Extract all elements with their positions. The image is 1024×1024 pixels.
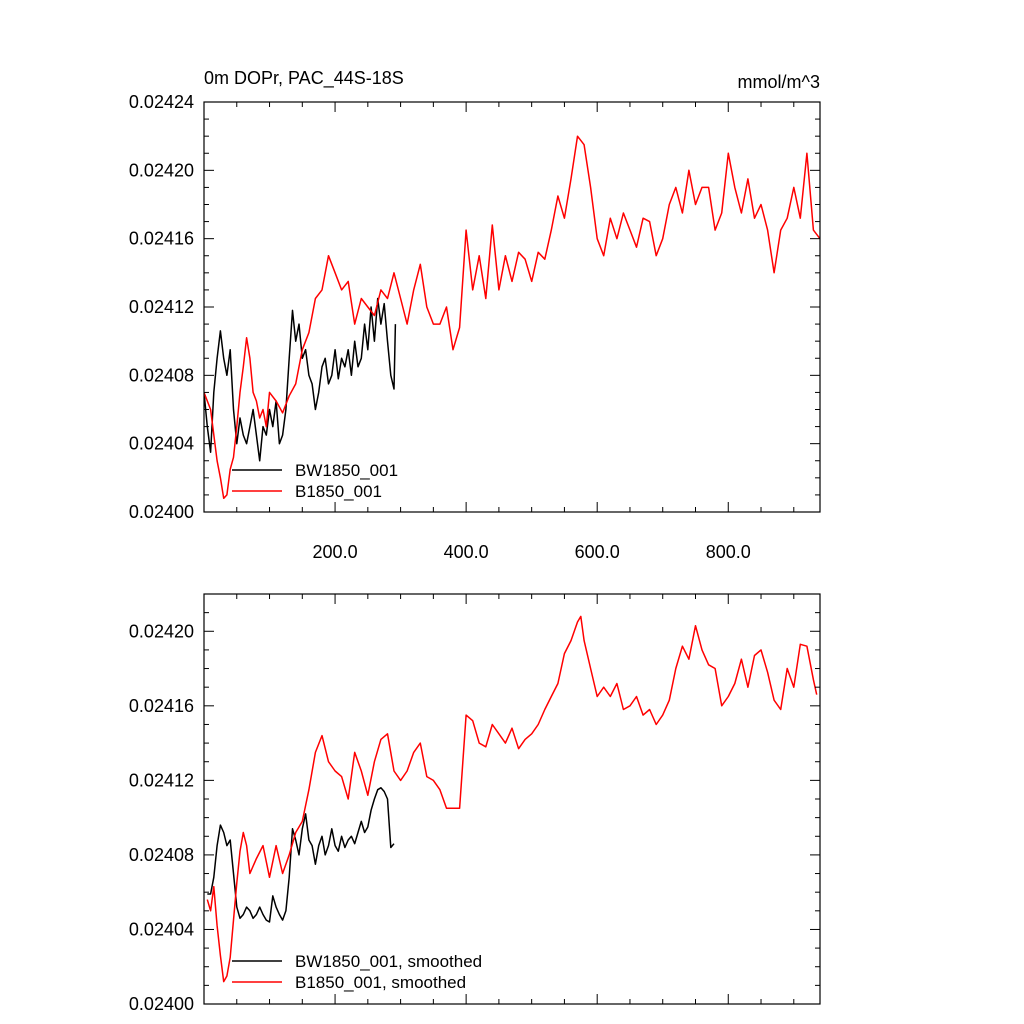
top-chart-units: mmol/m^3	[738, 72, 820, 92]
top-y-tick-label: 0.02424	[129, 92, 194, 112]
top-legend-label-bw1850: BW1850_001	[295, 461, 398, 480]
bottom-chart: 0.02400 0.02404 0.02408 0.02412 0.02416 0.024…	[129, 593, 821, 1014]
bottom-y-tick-label: 0.02400	[129, 994, 194, 1014]
bottom-legend-label-bw1850: BW1850_001, smoothed	[295, 952, 482, 971]
bottom-chart-tick-labels: 0.02400 0.02404 0.02408 0.02412 0.02416 0.024…	[129, 621, 194, 1014]
top-x-tick-label: 200.0	[313, 542, 358, 562]
top-chart: 0m DOPr, PAC_44S-18S mmol/m^3 0.024000.0…	[129, 68, 821, 562]
bottom-y-tick-label: 0.02404	[129, 919, 194, 939]
top-x-tick-label: 400.0	[444, 542, 489, 562]
bottom-chart-legend: BW1850_001, smoothed B1850_001, smoothed	[232, 952, 482, 992]
top-y-tick-label: 0.02408	[129, 365, 194, 385]
bottom-chart-frame	[203, 593, 821, 1005]
bottom-series-b1850-001-smoothed	[206, 615, 818, 983]
top-y-tick-label: 0.02420	[129, 160, 194, 180]
bottom-y-tick-label: 0.02408	[129, 845, 194, 865]
bottom-chart-ticks	[204, 594, 820, 1005]
top-chart-title: 0m DOPr, PAC_44S-18S	[204, 68, 404, 89]
top-x-tick-label: 800.0	[706, 542, 751, 562]
bottom-chart-series	[206, 615, 818, 983]
top-series-b1850-001	[204, 135, 820, 500]
top-y-tick-label: 0.02412	[129, 297, 194, 317]
top-legend-label-b1850: B1850_001	[295, 482, 382, 501]
top-chart-ticks	[204, 101, 820, 513]
bottom-y-tick-label: 0.02416	[129, 696, 194, 716]
bottom-legend-label-b1850: B1850_001, smoothed	[295, 973, 466, 992]
top-chart-series	[204, 135, 820, 500]
top-series-bw1850-001	[204, 297, 397, 462]
top-x-tick-label: 600.0	[575, 542, 620, 562]
top-y-tick-label: 0.02400	[129, 502, 194, 522]
bottom-y-tick-label: 0.02420	[129, 621, 194, 641]
top-y-tick-label: 0.02416	[129, 229, 194, 249]
top-y-tick-label: 0.02404	[129, 434, 194, 454]
top-chart-tick-labels: 0.02400 0.02404 0.02408 0.02412 0.02416 0.024…	[129, 92, 751, 562]
bottom-series-bw1850-001-smoothed	[207, 787, 395, 923]
bottom-y-tick-label: 0.02412	[129, 770, 194, 790]
top-chart-legend: BW1850_001 B1850_001	[232, 461, 398, 501]
